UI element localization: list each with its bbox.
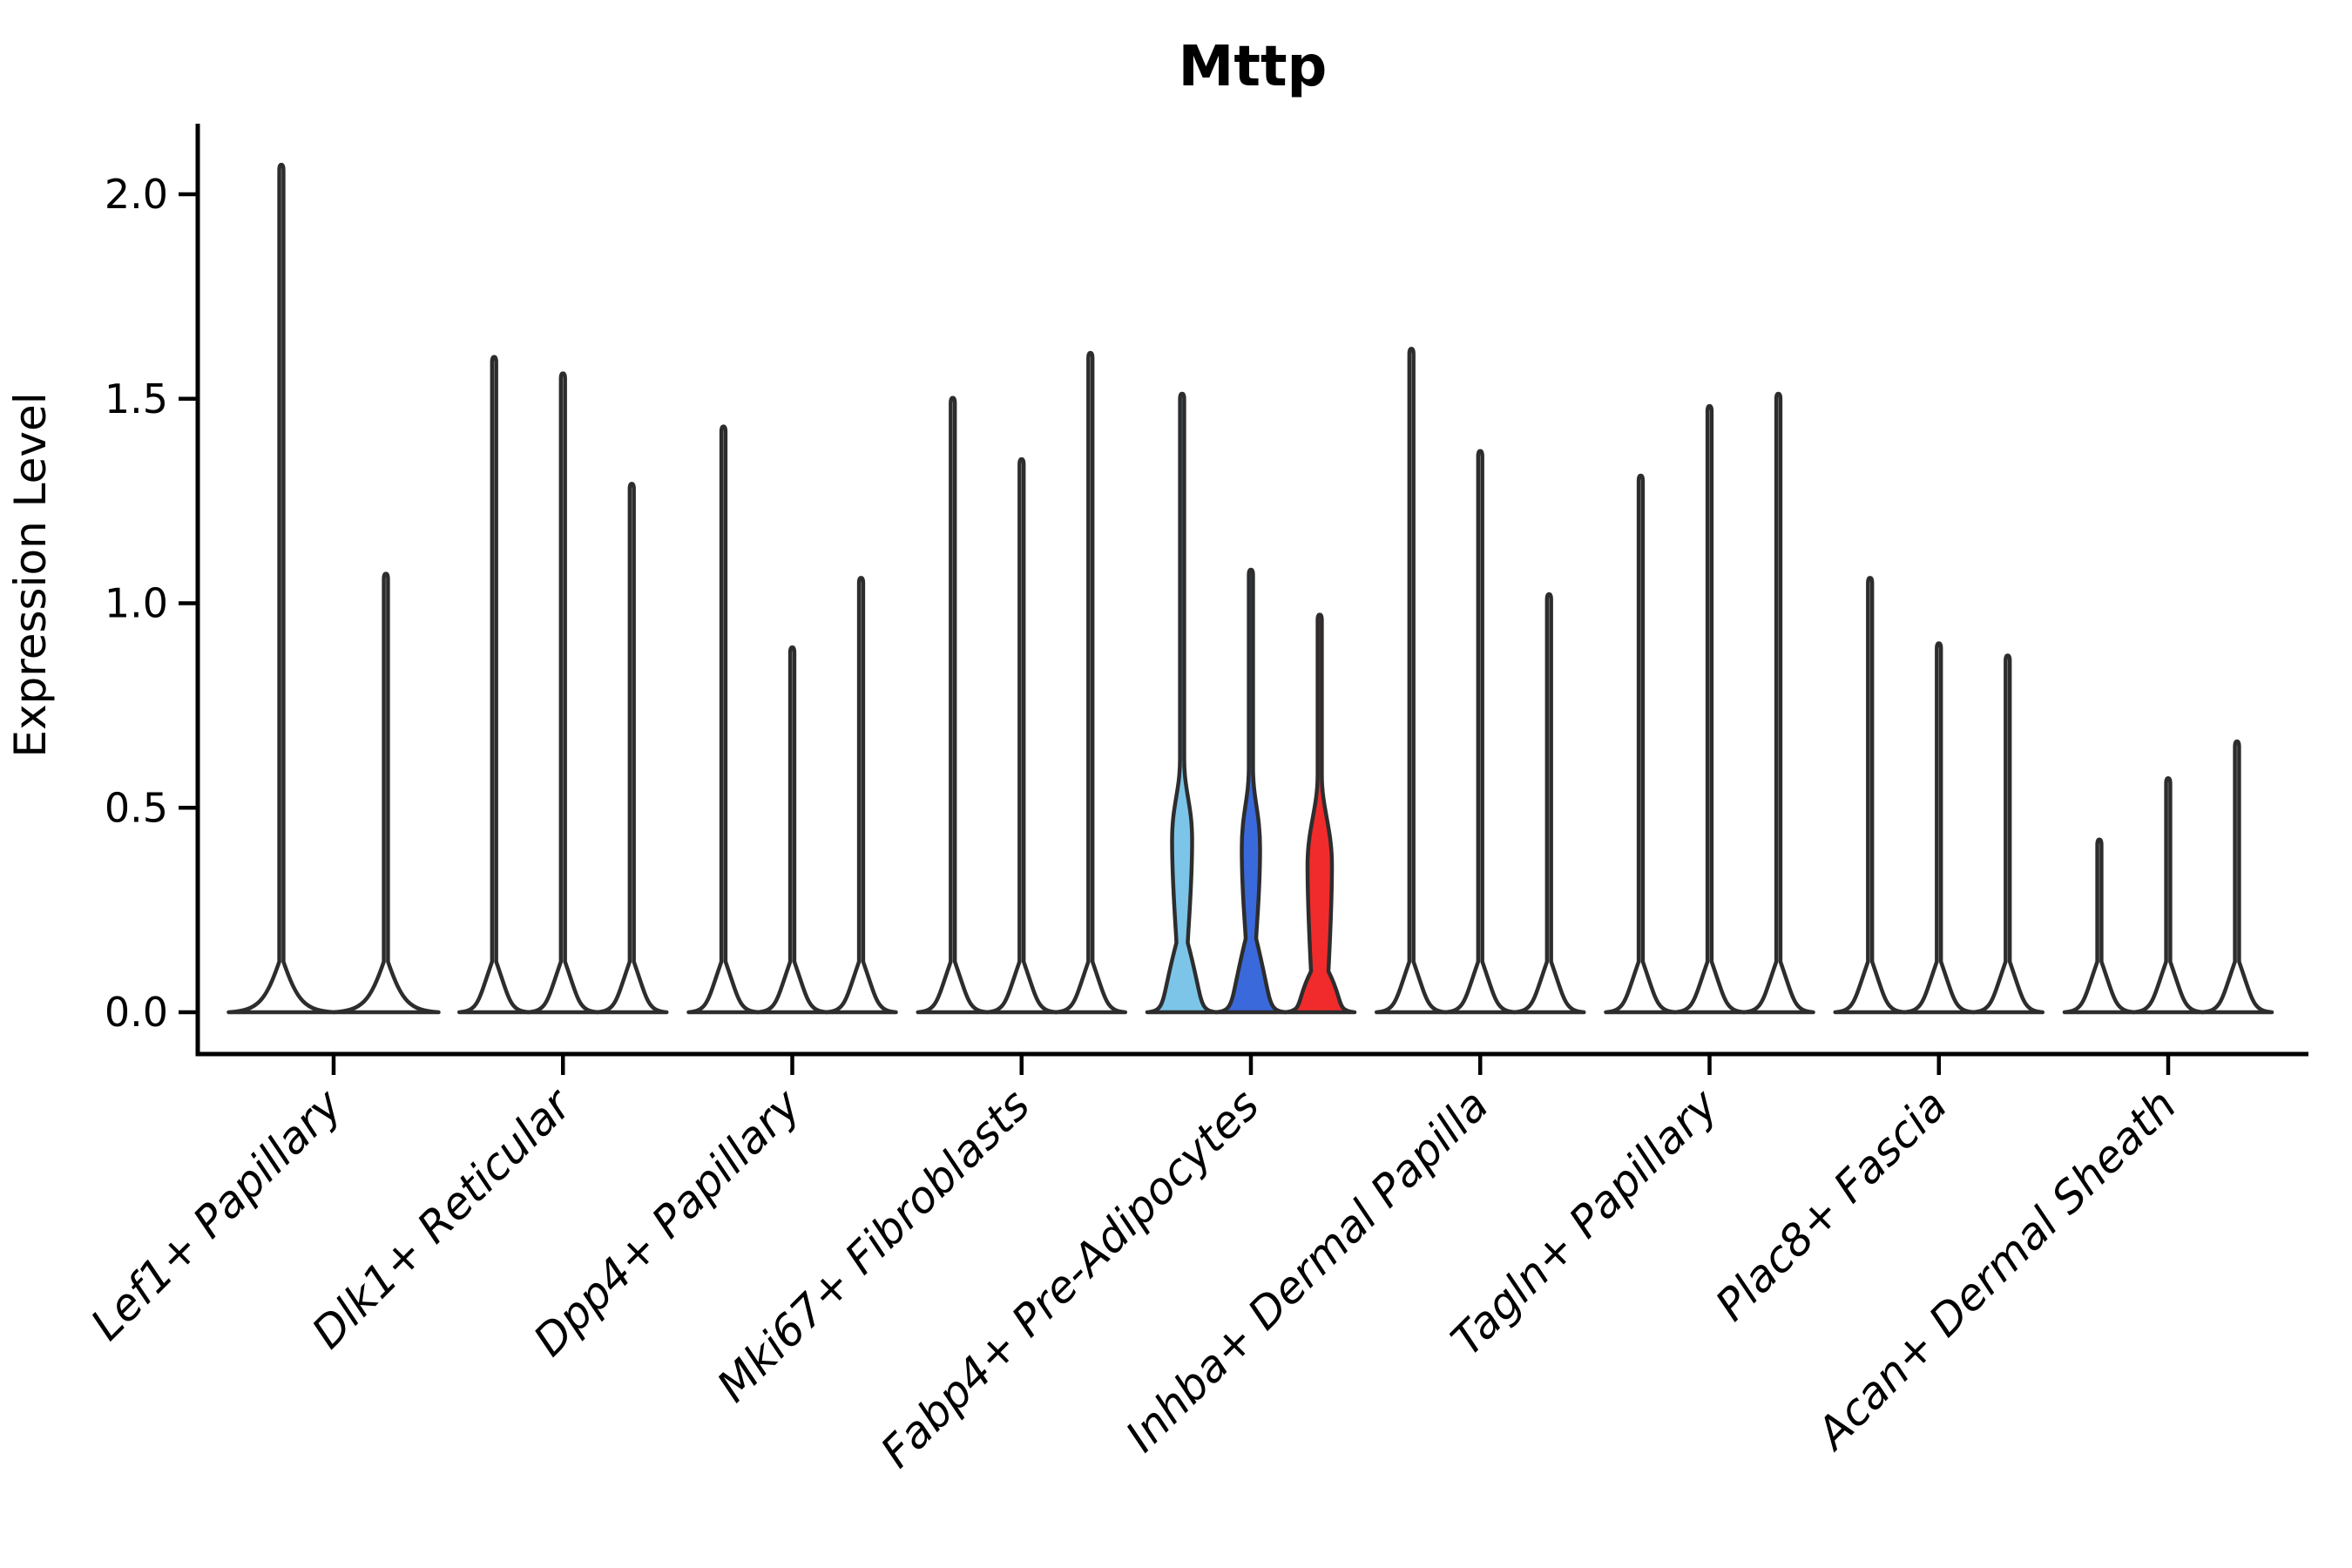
violin-5-1: [1443, 449, 1517, 1015]
violin-5-2: [1512, 591, 1586, 1015]
violin-0-1: [331, 571, 441, 1015]
y-axis-ticks: 0.0 0.5 1.0 1.5 2.0: [105, 171, 198, 1036]
violin-1-0: [457, 355, 531, 1015]
chart-title: Mttp: [1179, 35, 1328, 99]
violin-2-1: [755, 645, 829, 1015]
x-tick-label-5: Inhba+ Dermal Papilla: [1116, 1079, 1497, 1461]
violin-3-0: [916, 395, 990, 1015]
violin-7-2: [1970, 653, 2044, 1015]
x-tick-label-4: Fabp4+ Pre-Adipocytes: [871, 1079, 1269, 1477]
violin-7-0: [1833, 576, 1907, 1015]
violin-4-2: [1282, 612, 1357, 1015]
x-tick-label-7: Plac8+ Fascia: [1706, 1079, 1957, 1330]
violin-shapes: [226, 162, 2274, 1015]
y-tick-label-4: 2.0: [105, 171, 168, 218]
y-tick-label-3: 1.5: [105, 375, 168, 422]
y-axis-label: Expression Level: [5, 392, 56, 757]
violin-4-0: [1145, 391, 1220, 1015]
violin-6-0: [1604, 473, 1678, 1015]
x-tick-label-0: Lef1+ Papillary: [81, 1078, 352, 1349]
violin-3-1: [984, 456, 1058, 1015]
x-tick-label-8: Acan+ Dermal Sheath: [1806, 1079, 2186, 1460]
y-tick-label-0: 0.0: [105, 989, 168, 1036]
violin-5-0: [1375, 347, 1449, 1015]
violin-2-2: [824, 576, 898, 1015]
violin-3-2: [1053, 350, 1127, 1015]
violin-2-0: [686, 424, 760, 1015]
violin-6-2: [1741, 391, 1815, 1015]
violin-8-2: [2200, 739, 2274, 1015]
violin-6-1: [1673, 403, 1747, 1015]
violin-1-1: [526, 371, 600, 1015]
violin-4-1: [1213, 567, 1288, 1015]
violin-8-0: [2062, 837, 2137, 1015]
violin-8-1: [2131, 776, 2206, 1015]
violin-1-2: [595, 482, 669, 1015]
y-tick-label-1: 0.5: [105, 784, 168, 831]
y-tick-label-2: 1.0: [105, 580, 168, 627]
violin-7-1: [1902, 641, 1976, 1015]
violin-0-0: [226, 162, 336, 1015]
